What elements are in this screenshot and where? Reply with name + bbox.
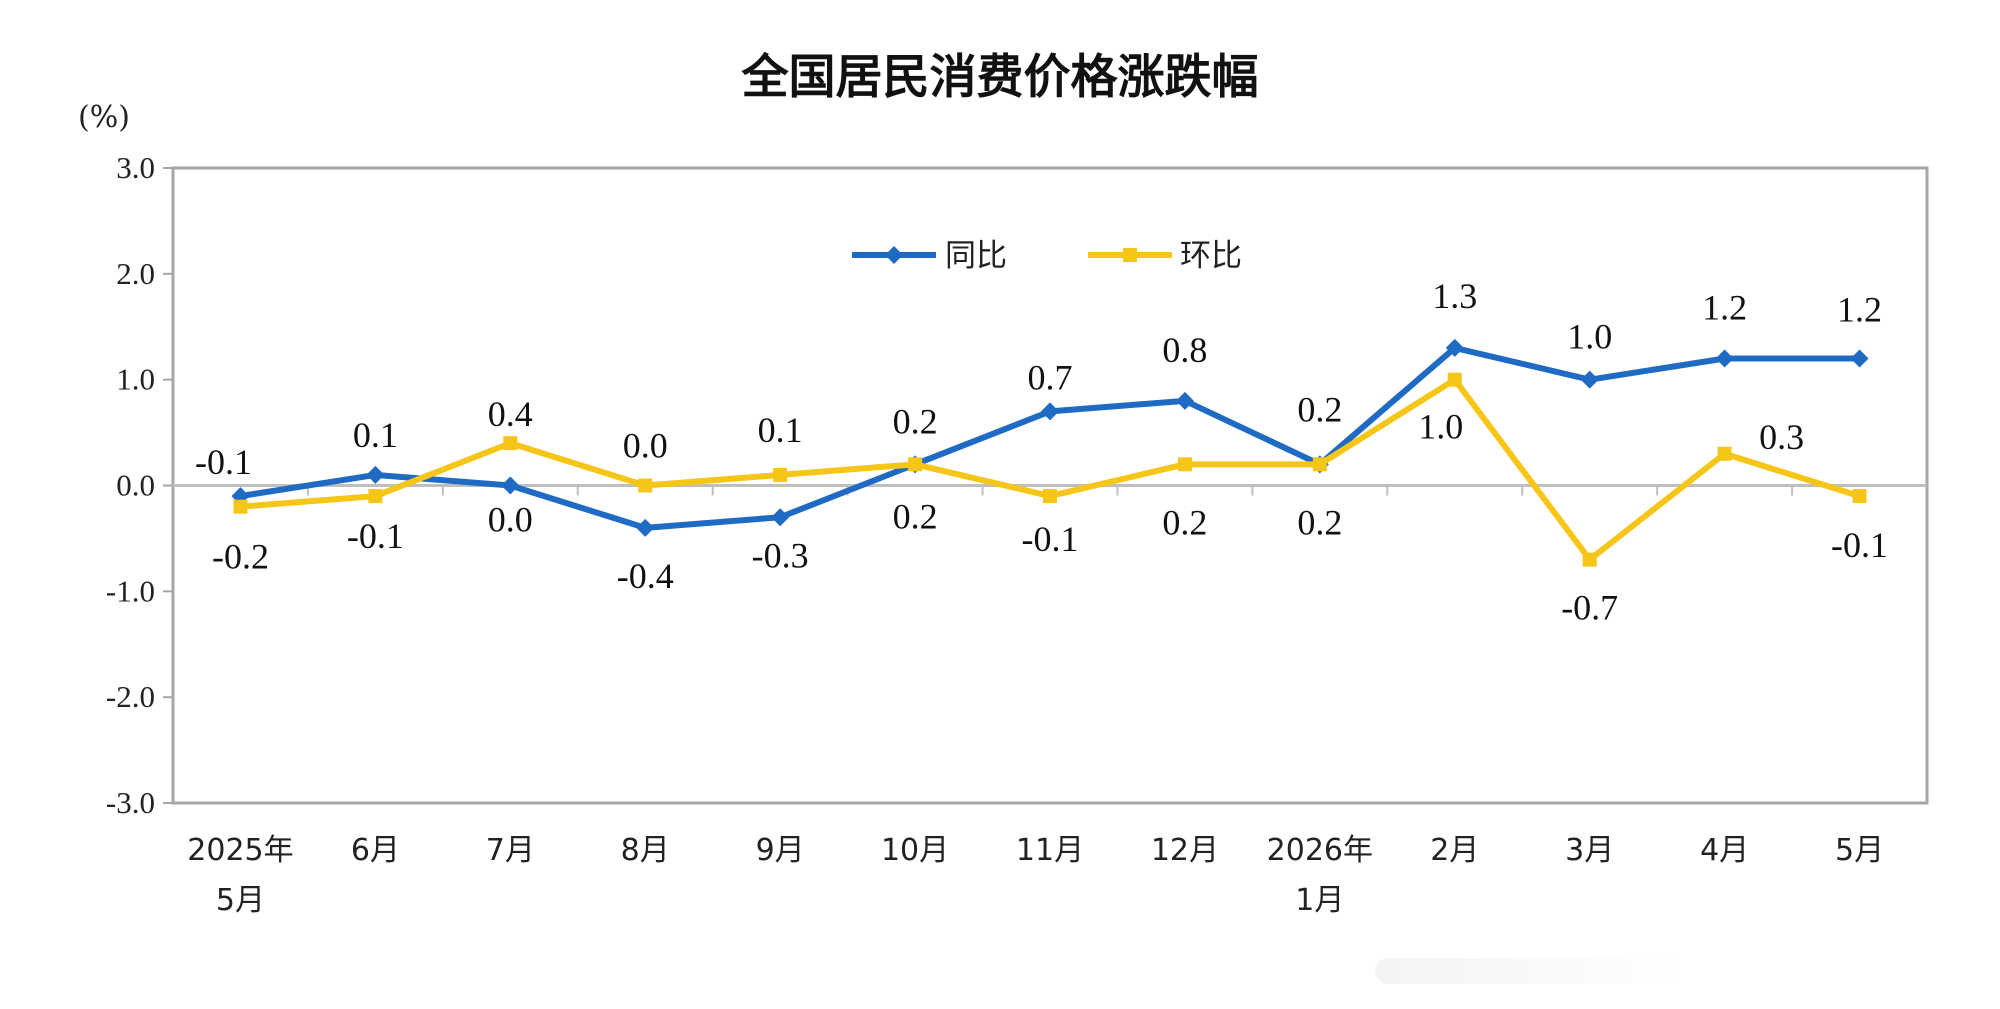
x-category-label: 6月	[351, 833, 400, 868]
y-tick-label: -1.0	[106, 573, 155, 608]
data-label-yoy: 1.0	[1567, 317, 1612, 357]
y-tick-label: -3.0	[106, 785, 155, 820]
data-label-mom: -0.1	[347, 516, 404, 556]
data-point-yoy	[1041, 402, 1059, 421]
data-label-yoy: 0.8	[1162, 330, 1207, 370]
x-category-label: 1月	[1295, 883, 1344, 918]
data-point-yoy	[366, 465, 385, 484]
data-point-mom	[503, 436, 518, 451]
data-point-mom	[1312, 457, 1327, 472]
data-label-yoy: -0.4	[617, 556, 674, 596]
data-label-mom: 0.3	[1759, 417, 1804, 457]
data-point-mom	[1043, 489, 1057, 504]
data-point-mom	[638, 478, 653, 493]
data-label-yoy: 0.2	[893, 401, 938, 441]
y-tick-label: 2.0	[116, 256, 155, 291]
data-label-yoy: 1.3	[1432, 276, 1477, 316]
x-category-label: 8月	[621, 833, 670, 868]
x-category-label: 2026年	[1267, 833, 1373, 868]
data-point-yoy	[1580, 370, 1599, 389]
data-label-mom: 0.2	[1297, 502, 1342, 542]
data-label-yoy: -0.3	[752, 535, 809, 575]
data-point-yoy	[636, 518, 655, 537]
data-point-yoy	[501, 476, 520, 495]
data-label-mom: 0.2	[1162, 502, 1207, 542]
data-point-mom	[1717, 446, 1732, 461]
x-category-label: 3月	[1565, 833, 1614, 868]
data-label-mom: -0.7	[1561, 588, 1618, 628]
y-tick-label: -2.0	[106, 679, 155, 714]
x-category-label: 2月	[1430, 833, 1479, 868]
x-category-label: 11月	[1016, 833, 1084, 868]
x-category-label: 2025年	[187, 833, 293, 868]
data-label-mom: 0.4	[488, 394, 533, 434]
data-point-mom	[908, 457, 923, 472]
data-label-yoy: 0.2	[1297, 389, 1342, 429]
x-category-label: 7月	[486, 833, 535, 868]
data-point-mom	[773, 467, 788, 482]
legend-label: 同比	[945, 238, 1007, 274]
x-category-label: 4月	[1700, 833, 1749, 868]
data-label-mom: 0.1	[758, 410, 803, 450]
legend-label: 环比	[1180, 238, 1242, 274]
data-label-mom: -0.1	[1831, 525, 1888, 565]
data-label-mom: 0.0	[623, 426, 668, 466]
data-label-yoy: 0.7	[1028, 357, 1073, 397]
data-label-mom: 0.2	[893, 496, 938, 536]
data-point-mom	[1582, 552, 1597, 567]
data-label-yoy: -0.1	[195, 442, 252, 482]
y-tick-label: 0.0	[116, 468, 155, 503]
data-point-mom	[1177, 457, 1192, 472]
legend-marker	[885, 246, 903, 264]
data-label-mom: -0.1	[1022, 519, 1079, 559]
data-label-yoy: 1.2	[1837, 290, 1882, 330]
x-category-label: 9月	[756, 833, 805, 868]
data-point-mom	[233, 499, 248, 514]
data-point-yoy	[771, 508, 790, 527]
data-point-mom	[1447, 372, 1462, 387]
x-category-label: 12月	[1151, 833, 1219, 868]
data-point-mom	[1852, 489, 1867, 504]
data-label-yoy: 0.0	[488, 500, 533, 540]
x-category-label: 5月	[1835, 833, 1884, 868]
y-tick-label: 3.0	[116, 150, 155, 185]
data-label-mom: 1.0	[1418, 407, 1463, 447]
data-point-yoy	[1850, 349, 1869, 368]
chart-title: 全国居民消费价格涨跌幅	[741, 50, 1259, 105]
data-label-yoy: 0.1	[353, 415, 398, 455]
legend-marker	[1123, 248, 1137, 262]
x-category-label: 10月	[881, 833, 949, 868]
data-point-yoy	[1445, 338, 1464, 357]
y-tick-label: 1.0	[116, 362, 155, 397]
y-axis-unit-label: (%)	[78, 100, 130, 135]
watermark	[1375, 958, 1685, 984]
data-label-mom: -0.2	[212, 537, 269, 577]
data-point-mom	[368, 489, 383, 504]
data-point-yoy	[1175, 391, 1194, 410]
data-label-yoy: 1.2	[1702, 288, 1747, 328]
data-point-yoy	[1715, 349, 1734, 368]
x-category-label: 5月	[216, 883, 265, 918]
